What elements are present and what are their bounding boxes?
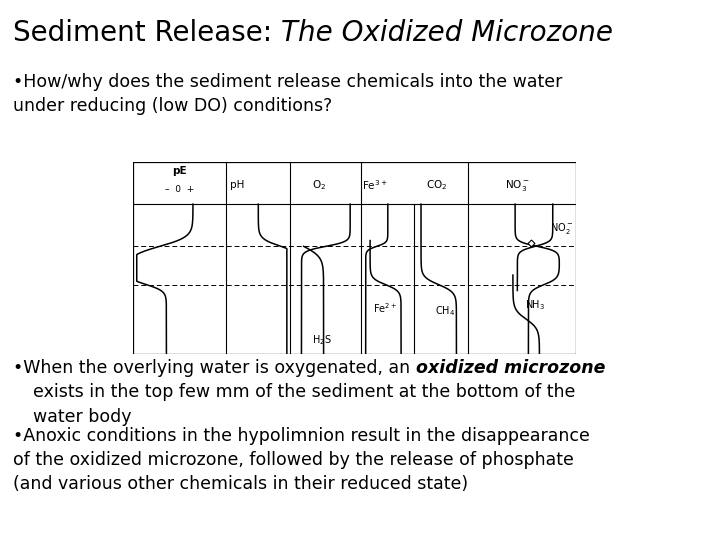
Text: H$_2$S: H$_2$S: [312, 333, 331, 347]
Text: Fe$^{3+}$: Fe$^{3+}$: [361, 178, 387, 192]
Text: •When the overlying water is oxygenated, an: •When the overlying water is oxygenated,…: [13, 359, 415, 377]
Text: NO$_2^-$: NO$_2^-$: [550, 221, 574, 236]
Text: pH: pH: [230, 180, 244, 190]
Text: •How/why does the sediment release chemicals into the water
under reducing (low : •How/why does the sediment release chemi…: [13, 73, 562, 115]
Text: NH$_3$: NH$_3$: [525, 298, 545, 312]
Text: oxidized microzone: oxidized microzone: [415, 359, 605, 377]
Text: Fe$^{2+}$: Fe$^{2+}$: [374, 301, 397, 315]
Text: CH$_4$: CH$_4$: [436, 304, 456, 318]
Text: The Oxidized Microzone: The Oxidized Microzone: [281, 19, 613, 47]
Text: Sediment Release:: Sediment Release:: [13, 19, 281, 47]
Text: pE: pE: [172, 166, 187, 176]
Text: CO$_2$: CO$_2$: [426, 178, 447, 192]
Text: NO$_3^-$: NO$_3^-$: [505, 178, 530, 192]
Text: –  0  +: – 0 +: [165, 185, 194, 194]
Text: •Anoxic conditions in the hypolimnion result in the disappearance
of the oxidize: •Anoxic conditions in the hypolimnion re…: [13, 427, 590, 493]
Text: exists in the top few mm of the sediment at the bottom of the
water body: exists in the top few mm of the sediment…: [33, 359, 575, 426]
Text: O$_2$: O$_2$: [312, 178, 326, 192]
